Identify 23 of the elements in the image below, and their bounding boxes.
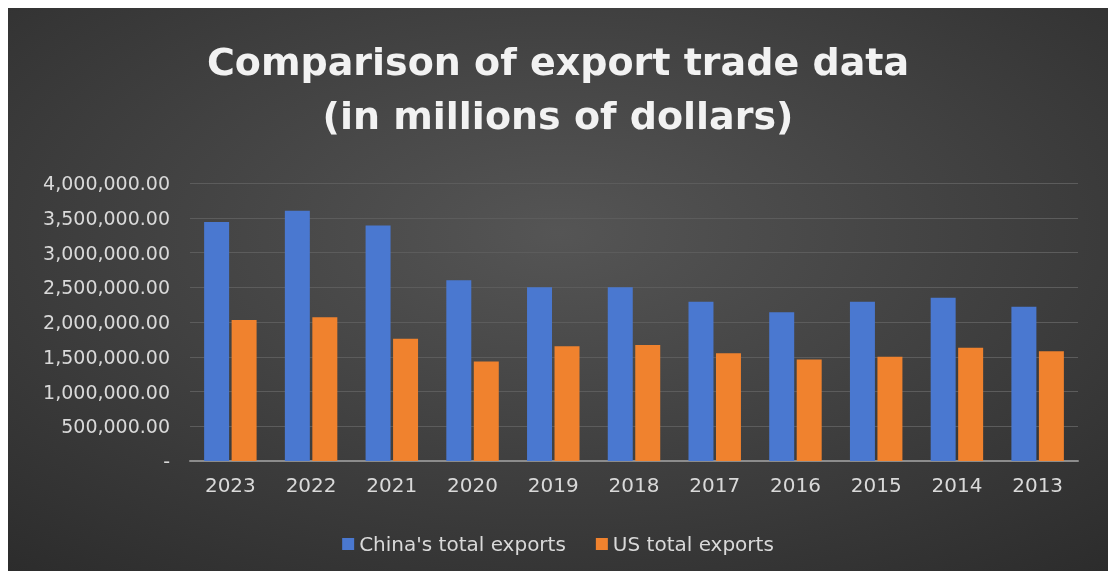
- x-tick-label: 2016: [770, 473, 821, 497]
- y-tick-label: 1,000,000.00: [43, 380, 170, 403]
- legend-label: US total exports: [612, 532, 774, 556]
- y-tick-label: 4,000,000.00: [43, 172, 170, 194]
- x-tick-label: 2019: [527, 473, 579, 497]
- x-tick-label: 2022: [285, 473, 337, 497]
- legend-label: China's total exports: [359, 532, 566, 556]
- x-tick-label: 2015: [850, 473, 902, 497]
- y-tick-label: 500,000.00: [61, 415, 170, 438]
- y-tick-label: -: [163, 450, 170, 472]
- x-tick-label: 2023: [204, 473, 256, 497]
- x-tick-label: 2020: [447, 473, 498, 497]
- x-tick-label: 2013: [1012, 473, 1064, 497]
- chart-title: Comparison of export trade data (in millions of dollars): [206, 40, 910, 138]
- y-tick-label: 2,000,000.00: [43, 311, 170, 333]
- y-tick-label: 3,000,000.00: [43, 241, 170, 264]
- y-tick-label: 1,500,000.00: [43, 345, 170, 368]
- x-tick-label: 2018: [608, 473, 660, 497]
- y-tick-label: 3,500,000.00: [43, 206, 170, 229]
- x-tick-label: 2021: [366, 473, 418, 497]
- x-tick-label: 2014: [931, 473, 983, 497]
- x-tick-label: 2017: [689, 473, 741, 497]
- y-tick-label: 2,500,000.00: [43, 276, 170, 299]
